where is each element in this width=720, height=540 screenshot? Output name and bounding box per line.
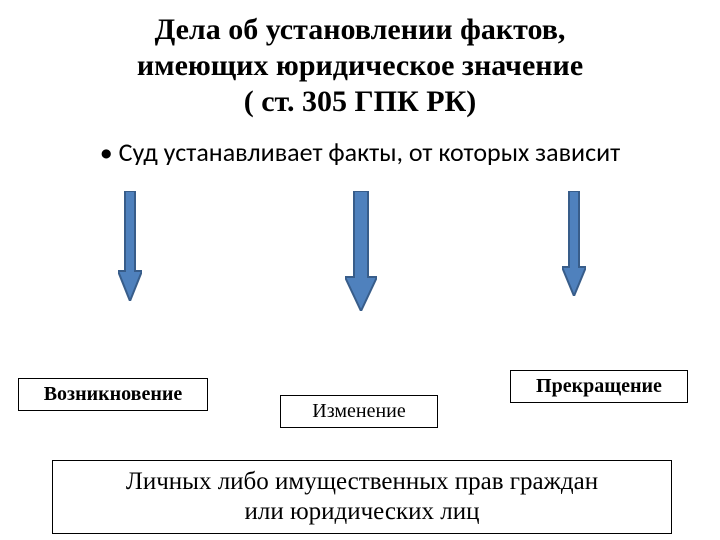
bullet-marker: •: [100, 136, 113, 168]
arrows-region: [0, 191, 720, 331]
arrow-right: [562, 191, 586, 296]
bottom-line-2: или юридических лиц: [63, 497, 661, 527]
title-line-1: Дела об установлении фактов,: [30, 12, 690, 48]
bottom-box: Личных либо имущественных прав граждан и…: [52, 460, 672, 534]
arrow-left: [118, 191, 142, 301]
main-title: Дела об установлении фактов, имеющих юри…: [0, 0, 720, 128]
bottom-line-1: Личных либо имущественных прав граждан: [63, 467, 661, 497]
box-right-label: Прекращение: [536, 375, 662, 397]
box-left-label: Возникновение: [44, 383, 183, 405]
title-line-3: ( ст. 305 ГПК РК): [30, 84, 690, 120]
box-center: Изменение: [280, 395, 438, 428]
arrow-center: [345, 191, 377, 311]
bullet-content: Суд устанавливает факты, от которых зави…: [119, 136, 621, 168]
bullet-text: • Суд устанавливает факты, от которых за…: [0, 128, 720, 173]
box-right: Прекращение: [510, 370, 688, 403]
box-left: Возникновение: [18, 378, 208, 411]
box-center-label: Изменение: [312, 400, 405, 422]
title-line-2: имеющих юридическое значение: [30, 48, 690, 84]
